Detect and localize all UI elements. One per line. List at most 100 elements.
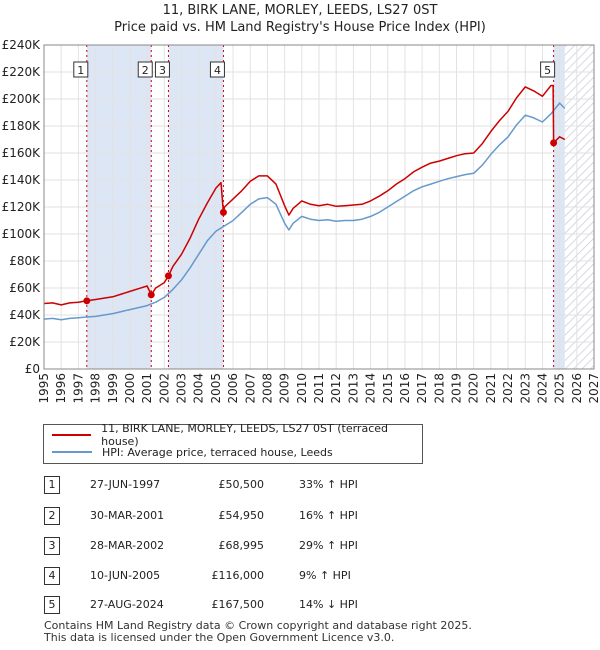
x-tick-label: 2003	[175, 373, 189, 404]
footer: Contains HM Land Registry data © Crown c…	[44, 620, 472, 644]
table-row: 3 28-MAR-2002 £68,995 29% ↑ HPI	[44, 537, 444, 555]
y-tick-label: £100K	[2, 227, 42, 241]
x-tick-label: 2014	[364, 373, 378, 404]
x-tick-label: 2027	[587, 373, 600, 404]
transaction-number: 4	[44, 567, 60, 585]
y-tick-label: £140K	[2, 173, 42, 187]
x-tick-label: 1996	[54, 373, 68, 404]
title-line-1: 11, BIRK LANE, MORLEY, LEEDS, LS27 0ST	[162, 3, 438, 18]
transaction-price: £68,995	[218, 539, 265, 552]
y-tick-label: £120K	[2, 200, 42, 214]
sale-marker-label: 4	[214, 64, 221, 77]
transaction-date: 27-AUG-2024	[90, 598, 164, 611]
legend-label-price: 11, BIRK LANE, MORLEY, LEEDS, LS27 0ST (…	[101, 422, 388, 448]
table-row: 1 27-JUN-1997 £50,500 33% ↑ HPI	[44, 476, 444, 494]
x-tick-label: 2004	[192, 373, 206, 404]
sale-marker-box	[154, 61, 170, 78]
x-tick-label: 2017	[415, 373, 429, 404]
x-tick-label: 2019	[450, 373, 464, 404]
plot-frame	[43, 44, 595, 370]
y-tick-label: £80K	[9, 254, 41, 268]
sale-marker-label: 3	[159, 64, 166, 77]
chart: 1 2 3 4 5£0£20K£40K£60K£80K£100K£120K£140K£1…	[2, 38, 600, 404]
hpi-series-line	[43, 102, 566, 321]
x-tick-label: 2018	[432, 373, 446, 404]
y-tick-label: £180K	[2, 119, 42, 133]
sale-point	[83, 297, 91, 305]
table-row: 5 27-AUG-2024 £167,500 14% ↓ HPI	[44, 596, 444, 614]
chart-title: 11, BIRK LANE, MORLEY, LEEDS, LS27 0ST P…	[0, 2, 600, 36]
title-line-2: Price paid vs. HM Land Registry's House …	[114, 20, 486, 35]
transaction-number: 5	[44, 596, 60, 614]
transaction-price: £116,000	[211, 569, 265, 582]
y-tick-label: £40K	[9, 308, 41, 322]
transaction-price: £50,500	[218, 478, 265, 491]
y-tick-label: £200K	[2, 92, 42, 106]
legend: 11, BIRK LANE, MORLEY, LEEDS, LS27 0ST (…	[43, 422, 423, 464]
sale-point	[219, 208, 227, 216]
table-row: 2 30-MAR-2001 £54,950 16% ↑ HPI	[44, 507, 444, 525]
x-tick-label: 2013	[346, 373, 360, 404]
legend-item-price: 11, BIRK LANE, MORLEY, LEEDS, LS27 0ST (…	[52, 422, 422, 448]
x-tick-label: 2011	[312, 373, 326, 404]
x-tick-label: 2009	[278, 373, 292, 404]
y-tick-label: £0	[25, 362, 40, 376]
x-tick-label: 2026	[570, 373, 584, 404]
x-tick-label: 1995	[37, 373, 51, 404]
x-tick-label: 1998	[89, 373, 103, 404]
y-tick-label: £220K	[2, 65, 42, 79]
sale-marker-box	[137, 61, 153, 78]
x-tick-label: 2001	[140, 373, 154, 404]
transaction-number: 3	[44, 537, 60, 555]
x-tick-label: 2021	[484, 373, 498, 404]
transaction-hpi-diff: 29% ↑ HPI	[299, 539, 358, 552]
sale-marker-label: 5	[544, 64, 551, 77]
y-tick-label: £240K	[2, 38, 42, 52]
x-tick-label: 2016	[398, 373, 412, 404]
sale-point	[550, 139, 558, 147]
sale-marker-box	[73, 61, 89, 78]
x-tick-label: 2015	[381, 373, 395, 404]
x-tick-label: 2012	[329, 373, 343, 404]
transaction-hpi-diff: 33% ↑ HPI	[299, 478, 358, 491]
sale-marker-box	[209, 61, 225, 78]
x-tick-label: 2020	[467, 373, 481, 404]
x-tick-label: 1997	[71, 373, 85, 404]
transaction-date: 27-JUN-1997	[90, 478, 161, 491]
x-tick-label: 2024	[535, 373, 549, 404]
legend-swatch-price	[52, 434, 92, 436]
x-tick-label: 2025	[553, 373, 567, 404]
x-tick-label: 2008	[260, 373, 274, 404]
x-tick-label: 2002	[157, 373, 171, 404]
x-tick-label: 2007	[243, 373, 257, 404]
x-tick-label: 2000	[123, 373, 137, 404]
y-tick-label: £20K	[9, 335, 41, 349]
sale-marker-label: 1	[77, 64, 84, 77]
transaction-number: 1	[44, 476, 60, 494]
x-tick-label: 1999	[106, 373, 120, 404]
transaction-number: 2	[44, 507, 60, 525]
footer-line-1: Contains HM Land Registry data © Crown c…	[44, 619, 472, 632]
legend-label-hpi: HPI: Average price, terraced house, Leed…	[102, 445, 333, 459]
x-tick-label: 2005	[209, 373, 223, 404]
y-tick-label: £160K	[2, 146, 42, 160]
transaction-hpi-diff: 9% ↑ HPI	[299, 569, 351, 582]
x-tick-label: 2006	[226, 373, 240, 404]
sale-marker-label: 2	[142, 64, 149, 77]
sale-point	[164, 272, 172, 280]
transaction-price: £54,950	[218, 509, 265, 522]
table-row: 4 10-JUN-2005 £116,000 9% ↑ HPI	[44, 567, 444, 585]
footer-line-2: This data is licensed under the Open Gov…	[44, 631, 395, 644]
x-tick-label: 2023	[518, 373, 532, 404]
y-tick-label: £60K	[9, 281, 41, 295]
price-paid-series-line	[43, 84, 566, 306]
transaction-hpi-diff: 16% ↑ HPI	[299, 509, 358, 522]
x-tick-label: 2022	[501, 373, 515, 404]
transaction-date: 28-MAR-2002	[90, 539, 165, 552]
transaction-price: £167,500	[211, 598, 265, 611]
legend-item-hpi: HPI: Average price, terraced house, Leed…	[52, 444, 333, 460]
legend-swatch-hpi	[52, 451, 92, 453]
sale-point	[147, 291, 155, 299]
transaction-hpi-diff: 14% ↓ HPI	[299, 598, 358, 611]
x-tick-label: 2010	[295, 373, 309, 404]
